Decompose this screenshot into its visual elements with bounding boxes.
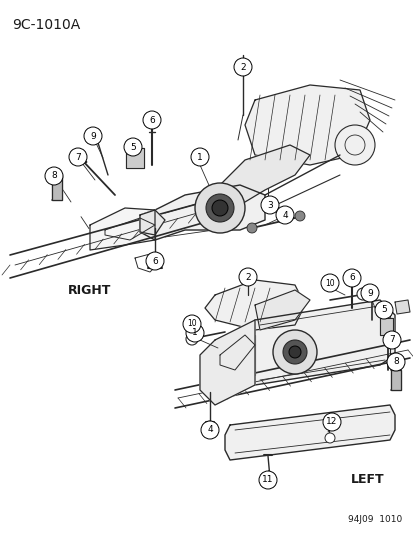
Circle shape [146, 252, 164, 270]
Polygon shape [204, 280, 304, 330]
Text: 11: 11 [261, 475, 273, 484]
Circle shape [356, 288, 368, 300]
Text: 5: 5 [380, 305, 386, 314]
Circle shape [382, 331, 400, 349]
Circle shape [324, 433, 334, 443]
Text: LEFT: LEFT [350, 473, 384, 487]
Circle shape [282, 340, 306, 364]
Text: 5: 5 [130, 142, 135, 151]
Circle shape [320, 274, 338, 292]
Circle shape [260, 196, 278, 214]
Text: 7: 7 [75, 152, 81, 161]
Text: 3: 3 [266, 200, 272, 209]
Text: 6: 6 [149, 116, 154, 125]
Text: 8: 8 [392, 358, 398, 367]
Circle shape [275, 206, 293, 224]
Text: 12: 12 [325, 417, 337, 426]
Polygon shape [244, 85, 369, 165]
Circle shape [201, 421, 218, 439]
Circle shape [233, 58, 252, 76]
Circle shape [386, 353, 404, 371]
Polygon shape [394, 300, 409, 314]
Text: 2: 2 [244, 272, 250, 281]
Circle shape [124, 138, 142, 156]
Polygon shape [126, 148, 144, 168]
Text: 94J09  1010: 94J09 1010 [347, 515, 401, 524]
Circle shape [259, 471, 276, 489]
Text: 10: 10 [324, 279, 334, 287]
Circle shape [334, 125, 374, 165]
Circle shape [195, 183, 244, 233]
Text: 4: 4 [206, 425, 212, 434]
Polygon shape [140, 185, 264, 240]
Polygon shape [224, 405, 394, 460]
Circle shape [288, 346, 300, 358]
Text: 9C-1010A: 9C-1010A [12, 18, 80, 32]
Text: 8: 8 [51, 172, 57, 181]
Circle shape [142, 111, 161, 129]
Circle shape [69, 148, 87, 166]
Circle shape [322, 413, 340, 431]
Polygon shape [240, 300, 394, 385]
Circle shape [45, 167, 63, 185]
Circle shape [272, 330, 316, 374]
Text: 10: 10 [187, 319, 196, 328]
Circle shape [206, 421, 214, 429]
Text: 1: 1 [192, 328, 197, 337]
Text: 6: 6 [152, 256, 157, 265]
Text: 7: 7 [388, 335, 394, 344]
Text: 6: 6 [348, 273, 354, 282]
Circle shape [185, 333, 197, 345]
Text: 4: 4 [282, 211, 287, 220]
Polygon shape [219, 145, 309, 205]
Text: 9: 9 [366, 288, 372, 297]
Circle shape [206, 194, 233, 222]
Circle shape [360, 284, 378, 302]
Polygon shape [254, 290, 309, 330]
Polygon shape [390, 370, 400, 390]
Polygon shape [379, 318, 392, 335]
Circle shape [183, 315, 201, 333]
Circle shape [294, 211, 304, 221]
Text: 9: 9 [90, 132, 96, 141]
Circle shape [84, 127, 102, 145]
Text: 1: 1 [197, 152, 202, 161]
Circle shape [238, 268, 256, 286]
Circle shape [374, 301, 392, 319]
Polygon shape [52, 175, 62, 200]
Polygon shape [90, 208, 154, 250]
Circle shape [185, 324, 204, 342]
Circle shape [211, 200, 228, 216]
Polygon shape [140, 210, 165, 235]
Text: RIGHT: RIGHT [68, 284, 112, 296]
Text: 2: 2 [240, 62, 245, 71]
Polygon shape [199, 320, 254, 405]
Circle shape [190, 148, 209, 166]
Circle shape [342, 269, 360, 287]
Circle shape [247, 223, 256, 233]
